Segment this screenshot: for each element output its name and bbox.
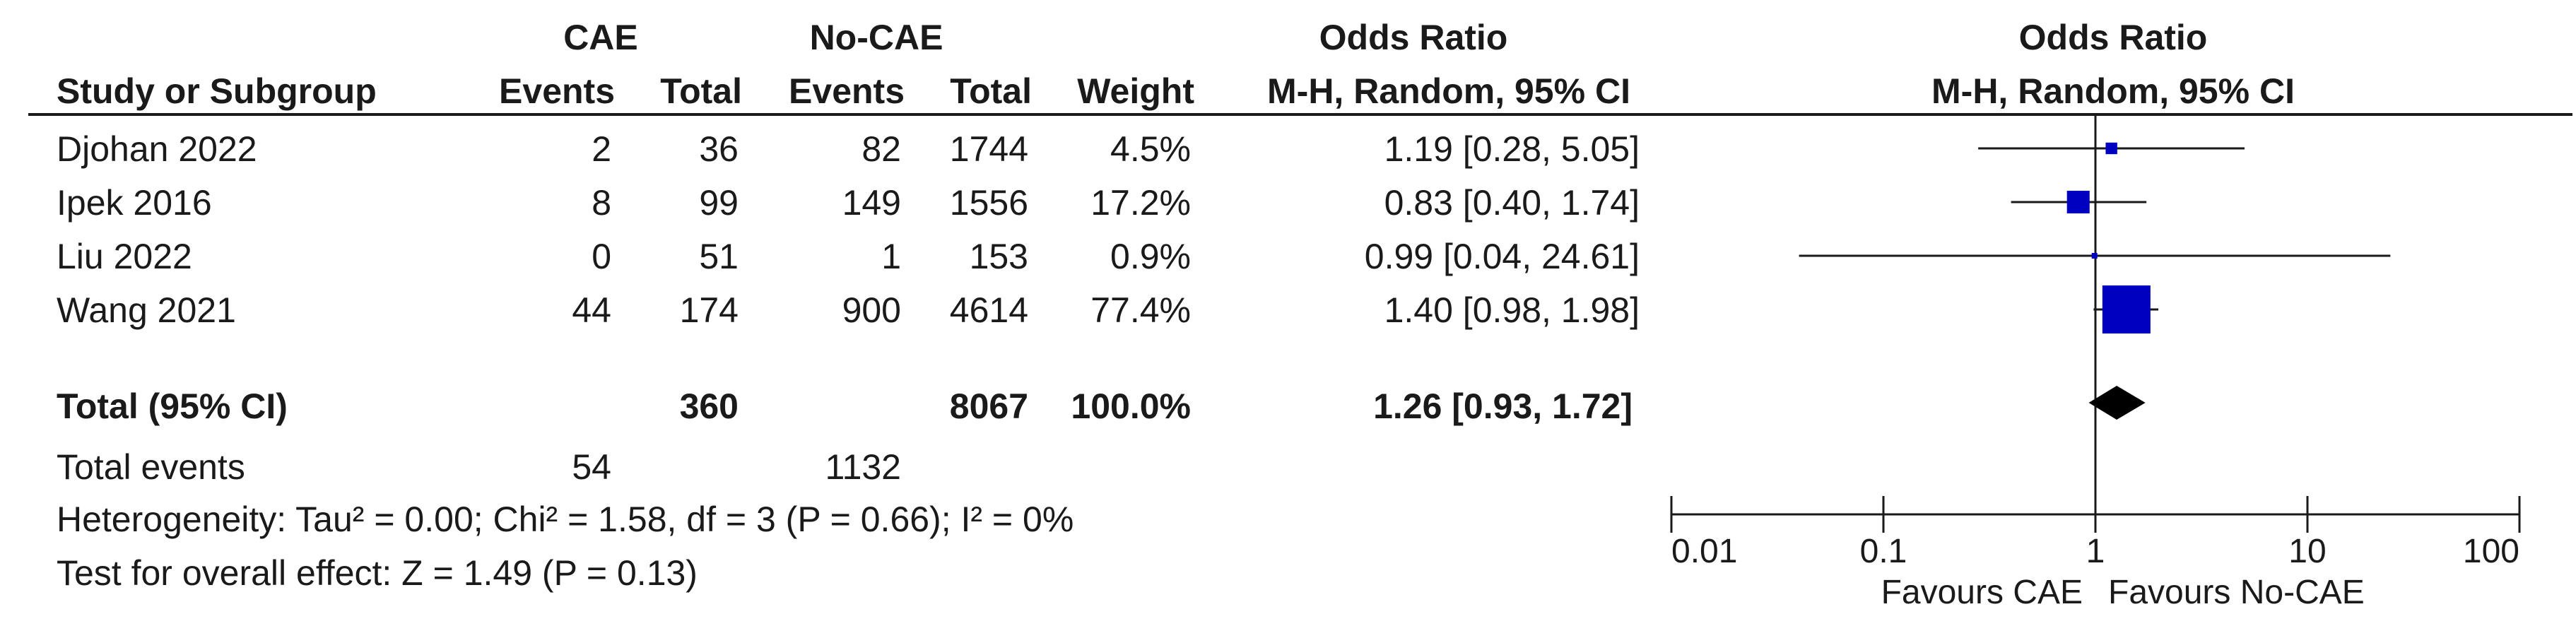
- study-marker: [2102, 285, 2151, 333]
- study-name: Wang 2021: [57, 290, 236, 330]
- favours-left-label: Favours CAE: [1881, 574, 2083, 611]
- study-name: Djohan 2022: [57, 129, 257, 169]
- study-column-header: Study or Subgroup: [57, 71, 377, 111]
- weight-value: 4.5%: [1110, 129, 1191, 169]
- cae-total-value: 51: [699, 237, 739, 276]
- pooled-diamond: [2088, 386, 2146, 420]
- nocae-events-header: Events: [789, 71, 905, 111]
- cae-events-value: 8: [592, 183, 611, 223]
- weight-value: 77.4%: [1090, 290, 1191, 330]
- nocae-group-header: No-CAE: [809, 18, 943, 57]
- nocae-total-value: 153: [969, 237, 1028, 276]
- or-ci-value: 1.19 [0.28, 5.05]: [1384, 129, 1640, 169]
- nocae-total-value: 1744: [949, 129, 1028, 169]
- study-name: Liu 2022: [57, 237, 192, 276]
- nocae-total-header: Total: [950, 71, 1032, 111]
- nocae-total-value: 1556: [949, 183, 1028, 223]
- overall-effect-text: Test for overall effect: Z = 1.49 (P = 0…: [57, 553, 698, 593]
- x-tick-label: 100: [2463, 533, 2519, 570]
- or-ci-value: 1.40 [0.98, 1.98]: [1384, 290, 1640, 330]
- total-label: Total (95% CI): [57, 386, 288, 426]
- study-name: Ipek 2016: [57, 183, 212, 223]
- nocae-events-value: 149: [842, 183, 901, 223]
- total-cae-value: 360: [679, 386, 739, 426]
- nocae-events-value: 82: [861, 129, 901, 169]
- cae-total-value: 36: [699, 129, 739, 169]
- nocae-total-value: 4614: [949, 290, 1028, 330]
- total-events-cae: 54: [572, 447, 611, 487]
- cae-total-value: 99: [699, 183, 739, 223]
- cae-group-header: CAE: [563, 18, 638, 57]
- x-tick-label: 0.01: [1671, 533, 1737, 570]
- weight-value: 17.2%: [1090, 183, 1191, 223]
- nocae-events-value: 1: [881, 237, 901, 276]
- total-events-label: Total events: [57, 447, 245, 487]
- study-marker: [2066, 190, 2090, 214]
- or-ci-value: 0.83 [0.40, 1.74]: [1384, 183, 1640, 223]
- x-tick-label: 1: [2086, 533, 2105, 570]
- heterogeneity-text: Heterogeneity: Tau² = 0.00; Chi² = 1.58,…: [57, 500, 1074, 539]
- total-or-ci-value: 1.26 [0.93, 1.72]: [1373, 386, 1633, 426]
- cae-events-value: 0: [592, 237, 611, 276]
- nocae-events-value: 900: [842, 290, 901, 330]
- total-nocae-value: 8067: [949, 386, 1028, 426]
- x-tick-label: 10: [2288, 533, 2326, 570]
- favours-right-label: Favours No-CAE: [2108, 574, 2365, 611]
- cae-events-value: 2: [592, 129, 611, 169]
- x-tick-label: 0.1: [1860, 533, 1907, 570]
- cae-events-value: 44: [572, 290, 611, 330]
- or-column-subtitle: M-H, Random, 95% CI: [1267, 71, 1630, 111]
- cae-events-header: Events: [499, 71, 615, 111]
- or-column-title: Odds Ratio: [1319, 18, 1508, 57]
- header-divider: [28, 113, 2572, 116]
- or-ci-value: 0.99 [0.04, 24.61]: [1364, 237, 1640, 276]
- cae-total-value: 174: [679, 290, 739, 330]
- total-weight-value: 100.0%: [1071, 386, 1191, 426]
- weight-value: 0.9%: [1110, 237, 1191, 276]
- study-marker: [2105, 142, 2117, 155]
- cae-total-header: Total: [660, 71, 742, 111]
- plot-title: Odds Ratio: [2018, 18, 2208, 57]
- weight-header: Weight: [1077, 71, 1194, 111]
- study-marker: [2091, 253, 2098, 259]
- plot-subtitle: M-H, Random, 95% CI: [1931, 71, 2295, 111]
- total-events-nocae: 1132: [825, 447, 901, 487]
